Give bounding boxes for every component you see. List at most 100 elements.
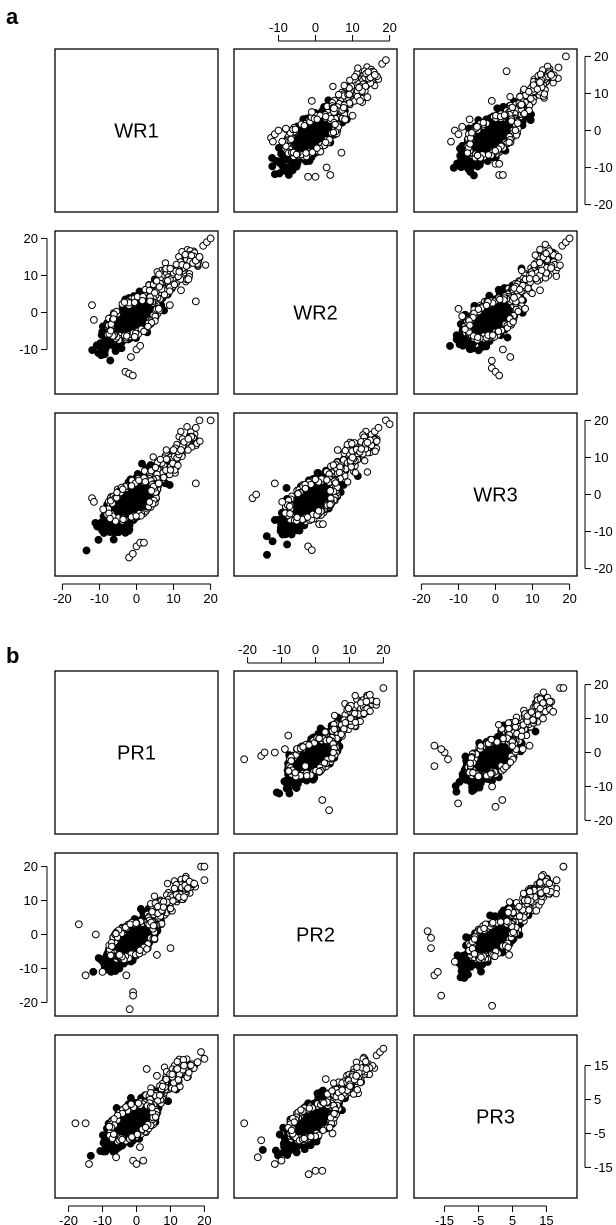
data-point — [474, 305, 483, 313]
data-point — [291, 125, 299, 134]
data-point — [340, 81, 348, 90]
outlier-point — [278, 137, 287, 146]
data-point — [496, 304, 505, 313]
outlier-point — [337, 148, 346, 157]
outlier-point — [282, 124, 290, 133]
data-point — [144, 322, 152, 331]
data-point — [474, 333, 482, 341]
cell-frame — [413, 412, 578, 577]
outlier-point — [136, 341, 145, 350]
data-point — [345, 90, 353, 99]
outlier-point — [513, 119, 522, 127]
diagonal-label: WR3 — [473, 485, 517, 507]
outlier-point — [269, 137, 277, 146]
data-point — [268, 162, 277, 171]
outlier-point — [348, 111, 357, 120]
data-point — [524, 284, 532, 292]
data-point — [120, 324, 129, 333]
data-point — [155, 270, 163, 278]
data-point — [516, 93, 524, 101]
data-point — [525, 87, 533, 96]
outlier-point — [341, 115, 350, 124]
data-point — [130, 333, 139, 341]
data-point — [201, 261, 210, 269]
data-point — [456, 144, 464, 153]
data-point — [500, 111, 509, 119]
data-point — [181, 250, 189, 259]
panel-letter-b: b — [6, 643, 19, 668]
data-point — [520, 109, 528, 118]
data-point — [536, 245, 544, 254]
outlier-point — [330, 104, 338, 113]
outlier-point — [128, 371, 137, 380]
data-point — [312, 126, 321, 134]
data-point — [329, 128, 338, 137]
data-point — [473, 151, 482, 160]
data-point — [540, 90, 549, 98]
data-point — [466, 321, 474, 329]
data-point — [313, 115, 321, 123]
outlier-point — [465, 115, 474, 124]
outlier-point — [454, 304, 463, 313]
data-point — [166, 264, 174, 273]
outlier-point — [322, 163, 331, 172]
data-point — [120, 298, 129, 306]
data-point — [270, 170, 279, 179]
data-point — [364, 68, 372, 76]
data-point — [556, 261, 564, 269]
data-point — [275, 158, 284, 167]
data-point — [329, 82, 337, 91]
data-point — [462, 155, 471, 164]
outlier-point — [487, 356, 496, 365]
data-point — [466, 140, 474, 148]
outlier-point — [326, 171, 335, 179]
outlier-point — [126, 353, 135, 361]
data-point — [121, 316, 130, 325]
data-point — [491, 147, 499, 155]
data-point — [463, 149, 472, 157]
data-point — [484, 151, 493, 159]
data-point — [82, 546, 91, 555]
data-point — [88, 346, 97, 355]
outlier-point — [473, 122, 481, 131]
data-point — [334, 90, 343, 99]
data-point — [354, 64, 362, 72]
data-point — [449, 163, 458, 172]
outlier-point — [191, 297, 200, 306]
data-point — [300, 121, 308, 130]
data-point — [526, 116, 535, 125]
data-point — [155, 283, 164, 291]
data-point — [313, 144, 321, 152]
outlier-point — [506, 353, 515, 361]
data-point — [340, 104, 348, 112]
data-point — [536, 70, 545, 79]
data-point — [355, 83, 363, 92]
data-point — [505, 138, 513, 147]
scatter-WR2-vs-WR1 — [267, 56, 390, 181]
data-point — [301, 129, 310, 138]
data-point — [496, 295, 504, 304]
outlier-point — [458, 312, 467, 321]
outlier-point — [206, 234, 215, 243]
data-point — [175, 268, 183, 276]
cell-frame — [54, 48, 219, 213]
data-point — [182, 262, 191, 270]
outlier-point — [562, 52, 570, 61]
data-point — [166, 287, 174, 295]
data-point — [302, 149, 310, 157]
data-point — [541, 240, 549, 249]
outlier-point — [88, 301, 96, 310]
outlier-point — [547, 71, 555, 79]
data-point — [508, 103, 516, 112]
data-point — [130, 298, 139, 307]
data-point — [107, 327, 115, 335]
data-point — [146, 297, 154, 305]
outlier-point — [565, 234, 574, 243]
outlier-point — [307, 97, 316, 105]
outlier-point — [495, 159, 504, 168]
panel-letter-a: a — [6, 4, 19, 29]
data-point — [141, 304, 150, 313]
outlier-point — [90, 316, 98, 324]
outlier-point — [495, 371, 504, 380]
